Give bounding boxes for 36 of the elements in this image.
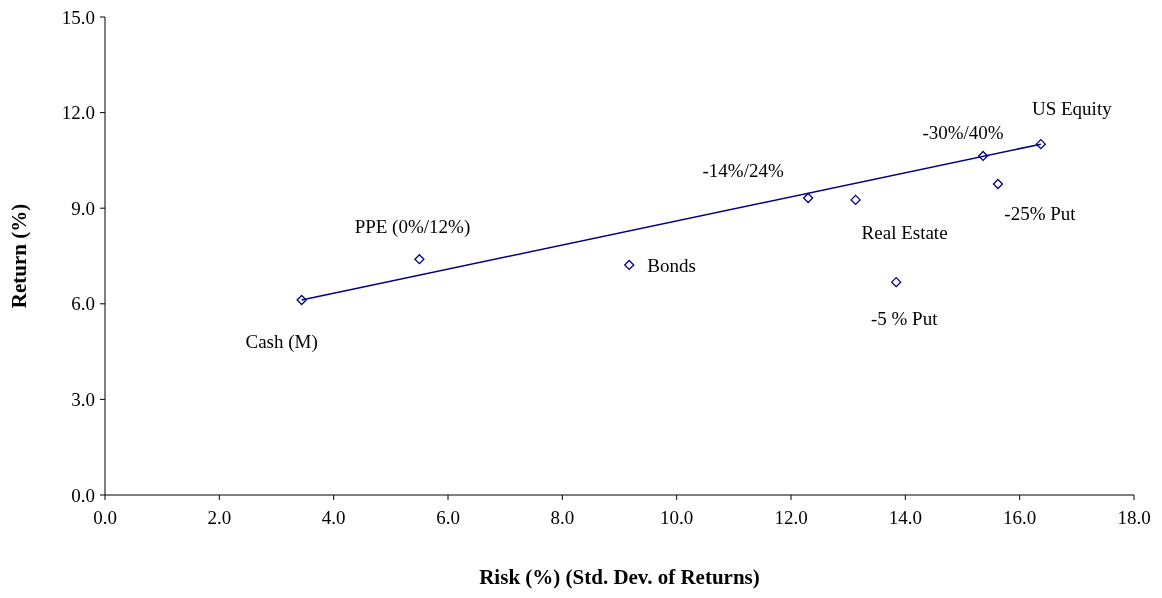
annotation: Bonds	[647, 254, 696, 276]
annotation: -5 % Put	[870, 307, 939, 329]
x-tick-label: 10.0	[660, 507, 694, 528]
point	[624, 259, 635, 271]
point	[850, 194, 861, 206]
x-tick-label: 4.0	[321, 507, 346, 528]
annotation: Cash (M)	[245, 330, 318, 353]
y-tick-label: 6.0	[71, 293, 95, 315]
annotation: Real Estate	[861, 221, 948, 243]
point	[414, 254, 425, 265]
x-tick-label: 0.0	[93, 507, 117, 528]
annotation: US Equity	[1031, 97, 1113, 119]
x-axis-title: Risk (%) (Std. Dev. of Returns)	[479, 565, 760, 589]
annotation: -25% Put	[1004, 202, 1077, 224]
x-tick-label: 8.0	[550, 507, 575, 528]
point	[296, 294, 307, 306]
point	[803, 192, 814, 204]
x-tick-label: 18.0	[1117, 507, 1151, 528]
point	[977, 150, 989, 162]
y-axis-title: Return (%)	[7, 203, 31, 309]
y-tick-label: 0.0	[71, 484, 95, 506]
y-tick-label: 12.0	[61, 102, 95, 124]
annotation: -30%/40%	[922, 121, 1004, 143]
x-tick-label: 14.0	[888, 507, 922, 528]
point	[891, 276, 902, 288]
y-tick-label: 15.0	[61, 6, 95, 28]
y-tick-label: 3.0	[71, 389, 95, 411]
annotation: -14%/24%	[702, 159, 784, 181]
x-tick-label: 12.0	[774, 507, 808, 528]
x-tick-label: 16.0	[1003, 507, 1037, 528]
annotation: PPE (0%/12%)	[354, 215, 471, 238]
y-tick-label: 9.0	[71, 197, 95, 219]
x-tick-label: 6.0	[436, 507, 460, 528]
point	[1035, 139, 1046, 150]
point	[992, 178, 1004, 190]
x-tick-label: 2.0	[207, 507, 232, 528]
